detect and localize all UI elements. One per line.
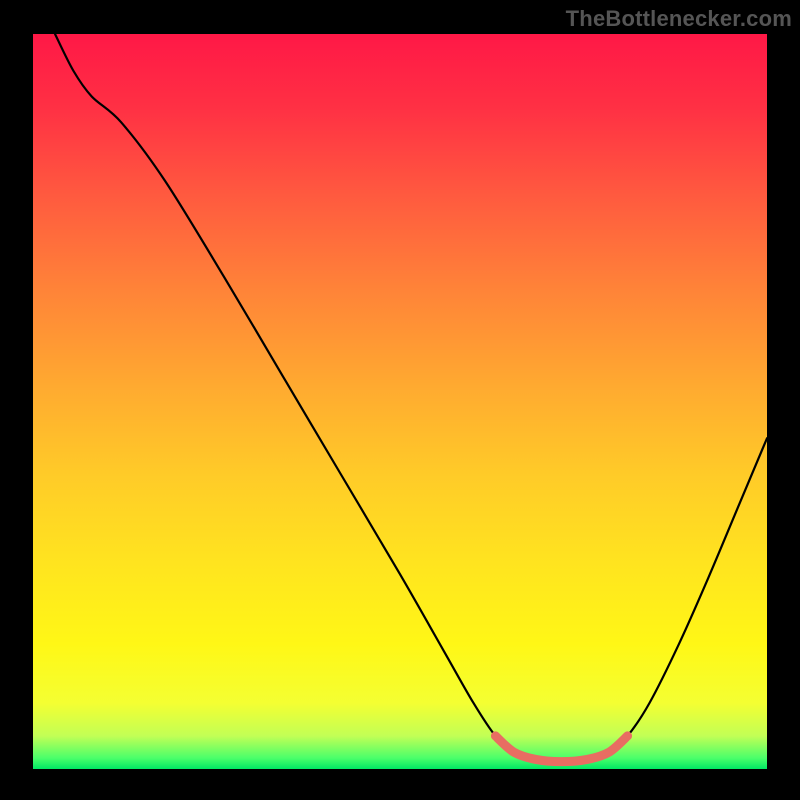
watermark-text: TheBottlenecker.com [566,6,792,32]
chart-background [33,34,767,769]
chart-plot-area [33,34,767,769]
chart-svg [33,34,767,769]
